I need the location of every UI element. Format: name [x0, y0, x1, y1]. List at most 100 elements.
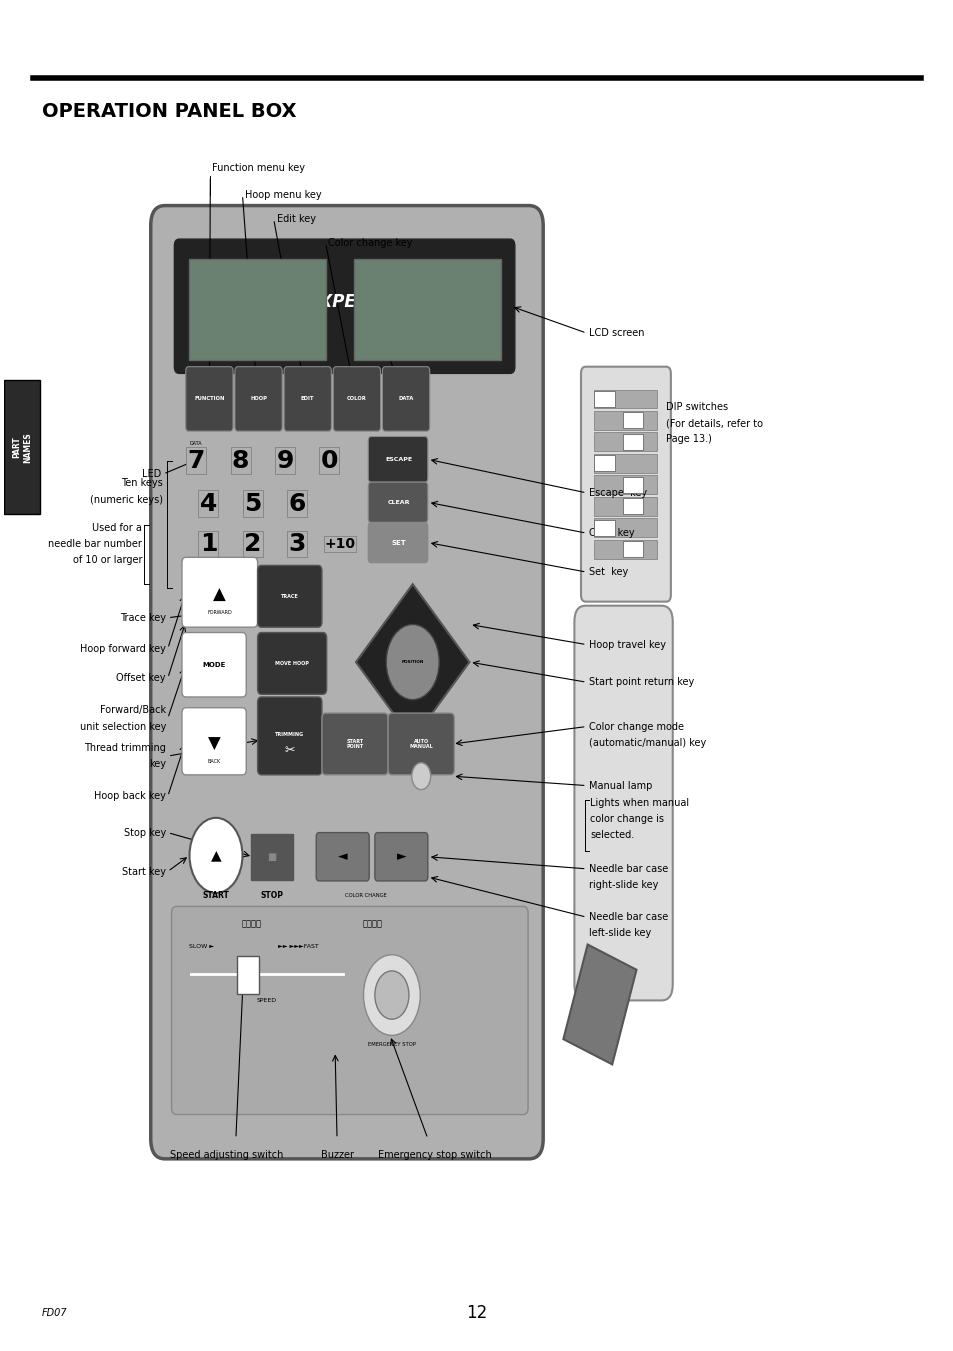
- FancyBboxPatch shape: [622, 477, 642, 493]
- FancyBboxPatch shape: [594, 390, 615, 407]
- Text: ►► ►►►FAST: ►► ►►►FAST: [278, 944, 319, 950]
- Text: of 10 or larger: of 10 or larger: [72, 555, 142, 565]
- FancyBboxPatch shape: [622, 542, 642, 558]
- FancyBboxPatch shape: [368, 436, 427, 482]
- FancyBboxPatch shape: [622, 412, 642, 428]
- Text: Clear key: Clear key: [588, 528, 634, 538]
- Text: EXPERT: EXPERT: [309, 293, 380, 311]
- Text: OPERATION PANEL BOX: OPERATION PANEL BOX: [42, 103, 296, 122]
- Text: DATA: DATA: [190, 440, 202, 446]
- Circle shape: [412, 763, 430, 789]
- Text: LED: LED: [142, 469, 161, 480]
- Text: Hoop forward key: Hoop forward key: [80, 643, 166, 654]
- Text: 4: 4: [199, 492, 217, 516]
- FancyBboxPatch shape: [594, 476, 656, 494]
- Text: Needle bar case: Needle bar case: [588, 863, 667, 874]
- Polygon shape: [355, 584, 469, 740]
- FancyBboxPatch shape: [236, 957, 259, 994]
- FancyBboxPatch shape: [284, 366, 331, 431]
- Text: Stop key: Stop key: [124, 828, 166, 838]
- FancyBboxPatch shape: [251, 834, 293, 880]
- Text: Escape  key: Escape key: [588, 488, 646, 499]
- Text: Hoop back key: Hoop back key: [94, 792, 166, 801]
- Text: LCD screen: LCD screen: [588, 328, 643, 338]
- Text: Used for a: Used for a: [92, 523, 142, 532]
- FancyBboxPatch shape: [182, 708, 246, 775]
- Text: ▲: ▲: [213, 586, 226, 604]
- Text: FORWARD: FORWARD: [207, 609, 232, 615]
- Text: AUTO
MANUAL: AUTO MANUAL: [409, 739, 433, 750]
- FancyBboxPatch shape: [315, 832, 369, 881]
- Text: 3: 3: [289, 532, 306, 555]
- Text: selected.: selected.: [590, 831, 634, 840]
- Text: 0: 0: [320, 449, 338, 473]
- Text: EDIT: EDIT: [300, 396, 314, 401]
- Text: DIP switches: DIP switches: [665, 403, 727, 412]
- Text: (numeric keys): (numeric keys): [90, 494, 163, 505]
- Circle shape: [375, 971, 409, 1019]
- FancyBboxPatch shape: [594, 497, 656, 516]
- FancyBboxPatch shape: [333, 366, 380, 431]
- Text: Function menu key: Function menu key: [212, 163, 305, 173]
- Text: color change is: color change is: [590, 815, 664, 824]
- Text: (For details, refer to: (For details, refer to: [665, 417, 762, 428]
- FancyBboxPatch shape: [382, 366, 429, 431]
- Text: ◄: ◄: [337, 850, 347, 863]
- Text: right-slide key: right-slide key: [588, 880, 658, 890]
- FancyBboxPatch shape: [594, 411, 656, 430]
- FancyBboxPatch shape: [182, 632, 246, 697]
- Text: Offset key: Offset key: [116, 673, 166, 684]
- Text: Buzzer: Buzzer: [320, 1150, 354, 1159]
- Text: Forward/Back: Forward/Back: [100, 705, 166, 716]
- FancyBboxPatch shape: [594, 455, 615, 471]
- Text: needle bar number: needle bar number: [49, 539, 142, 549]
- Text: Trace key: Trace key: [120, 613, 166, 623]
- FancyBboxPatch shape: [622, 434, 642, 450]
- Text: 8: 8: [232, 449, 249, 473]
- FancyBboxPatch shape: [354, 259, 500, 359]
- FancyBboxPatch shape: [388, 713, 454, 775]
- Circle shape: [190, 817, 242, 893]
- Text: Ten keys: Ten keys: [121, 478, 163, 489]
- Text: unit selection key: unit selection key: [79, 721, 166, 731]
- Text: 6: 6: [289, 492, 306, 516]
- Text: START: START: [202, 892, 229, 900]
- Text: POSITION: POSITION: [401, 661, 423, 665]
- Text: Start key: Start key: [122, 866, 166, 877]
- FancyBboxPatch shape: [574, 605, 672, 1001]
- Text: COLOR CHANGE: COLOR CHANGE: [345, 893, 387, 898]
- FancyBboxPatch shape: [186, 366, 233, 431]
- Text: ▼: ▼: [208, 735, 220, 753]
- Text: Edit key: Edit key: [276, 213, 315, 224]
- FancyBboxPatch shape: [580, 366, 670, 601]
- Text: Speed adjusting switch: Speed adjusting switch: [170, 1150, 283, 1159]
- FancyBboxPatch shape: [594, 454, 656, 473]
- FancyBboxPatch shape: [174, 239, 515, 373]
- FancyBboxPatch shape: [182, 558, 257, 627]
- Text: ESCAPE: ESCAPE: [385, 457, 412, 462]
- Text: Thread trimming: Thread trimming: [84, 743, 166, 753]
- FancyBboxPatch shape: [257, 566, 321, 627]
- FancyBboxPatch shape: [622, 499, 642, 515]
- FancyBboxPatch shape: [594, 389, 656, 408]
- FancyBboxPatch shape: [189, 259, 325, 359]
- Text: SET: SET: [391, 539, 405, 546]
- Text: START
POINT: START POINT: [346, 739, 363, 750]
- FancyBboxPatch shape: [321, 713, 388, 775]
- FancyBboxPatch shape: [4, 380, 40, 515]
- Text: 1: 1: [199, 532, 217, 555]
- Text: EMERGENCY STOP: EMERGENCY STOP: [368, 1042, 416, 1047]
- Text: (automatic/manual) key: (automatic/manual) key: [588, 738, 705, 747]
- Text: PART
NAMES: PART NAMES: [12, 432, 31, 462]
- Text: Hoop travel key: Hoop travel key: [588, 639, 665, 650]
- Text: STOP: STOP: [260, 892, 283, 900]
- Text: Page 13.): Page 13.): [665, 434, 711, 444]
- Text: Color change key: Color change key: [327, 238, 412, 249]
- Polygon shape: [563, 944, 636, 1065]
- Circle shape: [386, 624, 438, 700]
- Text: Emergency stop switch: Emergency stop switch: [377, 1150, 491, 1159]
- Text: TRIMMING: TRIMMING: [274, 732, 304, 738]
- Text: Color change mode: Color change mode: [588, 721, 683, 731]
- Text: TRACE: TRACE: [280, 594, 298, 598]
- Text: COLOR: COLOR: [347, 396, 367, 401]
